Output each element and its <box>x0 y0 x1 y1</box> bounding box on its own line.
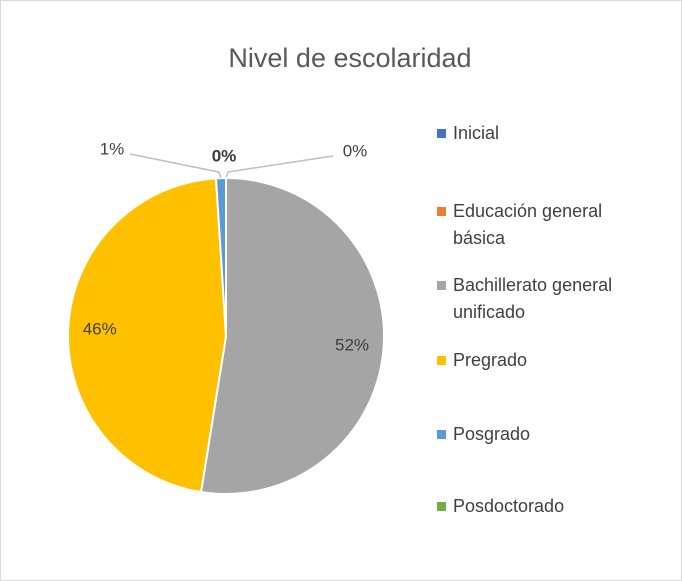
legend-label: Bachillerato general unificado <box>453 275 613 322</box>
legend-item: Educación general básica <box>437 198 657 252</box>
data-label: 0% <box>212 146 237 165</box>
pie-slice <box>199 176 385 495</box>
data-label: 0% <box>212 146 237 165</box>
legend-label: Educación general básica <box>453 201 603 248</box>
data-label: 0% <box>343 141 368 160</box>
legend-item: Posdoctorado <box>437 493 657 520</box>
legend-item: Pregrado <box>437 347 657 374</box>
leader-line <box>225 155 334 179</box>
data-label: 46% <box>83 319 117 338</box>
legend-swatch <box>437 430 446 439</box>
chart-title: Nivel de escolaridad <box>228 43 471 73</box>
legend-label: Posdoctorado <box>453 496 565 516</box>
legend-swatch <box>437 502 446 511</box>
legend-item: Bachillerato general unificado <box>437 272 657 326</box>
legend-item: Posgrado <box>437 421 657 448</box>
leader-line <box>129 153 222 179</box>
legend-swatch <box>437 281 446 290</box>
pie-slice <box>67 177 228 494</box>
legend-label: Pregrado <box>453 350 528 370</box>
legend-label: Posgrado <box>453 424 531 444</box>
legend-item: Inicial <box>437 120 657 147</box>
data-label: 52% <box>335 336 369 355</box>
data-label: 1% <box>100 139 125 158</box>
legend-swatch <box>437 129 446 138</box>
legend-label: Inicial <box>453 123 500 143</box>
legend-swatch <box>437 356 446 365</box>
legend-swatch <box>437 207 446 216</box>
